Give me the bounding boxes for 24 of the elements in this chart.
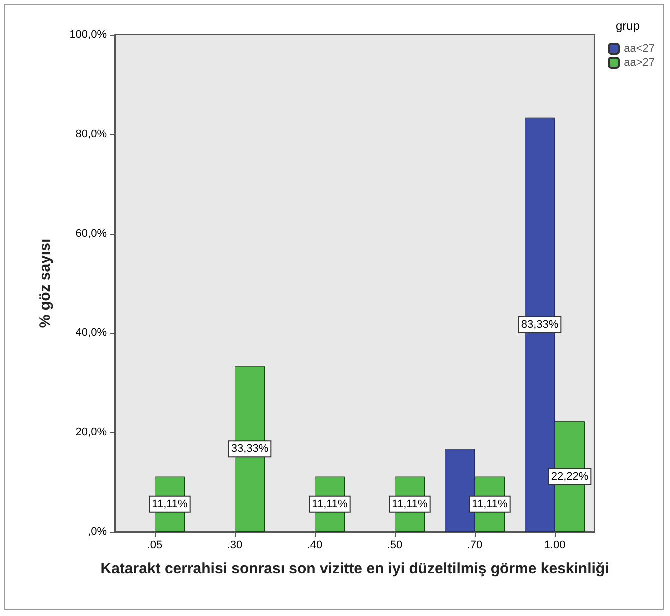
data-label: 11,11%: [472, 498, 508, 510]
legend-label: aa>27: [624, 57, 656, 69]
y-axis-title: % göz sayısı: [37, 238, 54, 328]
y-tick-label: 40,0%: [76, 327, 108, 340]
x-tick-label: .30: [227, 540, 243, 552]
data-label: 11,11%: [312, 498, 348, 510]
data-label: 11,11%: [392, 498, 428, 510]
x-tick-label: .05: [147, 540, 163, 552]
y-tick-label: ,0%: [88, 526, 108, 538]
legend-label: aa<27: [624, 43, 656, 55]
y-tick-label: 80,0%: [76, 128, 108, 140]
y-tick-label: 100,0%: [70, 29, 108, 41]
data-label: 11,11%: [152, 498, 188, 510]
x-axis-title: Katarakt cerrahisi sonrası son vizitte en iyi düzeltilmiş görme keskinliği: [100, 560, 610, 578]
legend-title: grup: [616, 19, 640, 33]
x-tick-label: .40: [307, 540, 323, 552]
x-tick-label: 1.00: [544, 540, 566, 552]
x-tick-label: .70: [467, 540, 483, 552]
y-tick-label: 20,0%: [76, 426, 108, 439]
y-tick-label: 60,0%: [76, 228, 108, 240]
x-tick-label: .50: [387, 540, 403, 552]
data-label: 33,33%: [231, 443, 269, 456]
data-label: 83,33%: [521, 318, 559, 331]
data-label: 22,22%: [551, 470, 589, 483]
